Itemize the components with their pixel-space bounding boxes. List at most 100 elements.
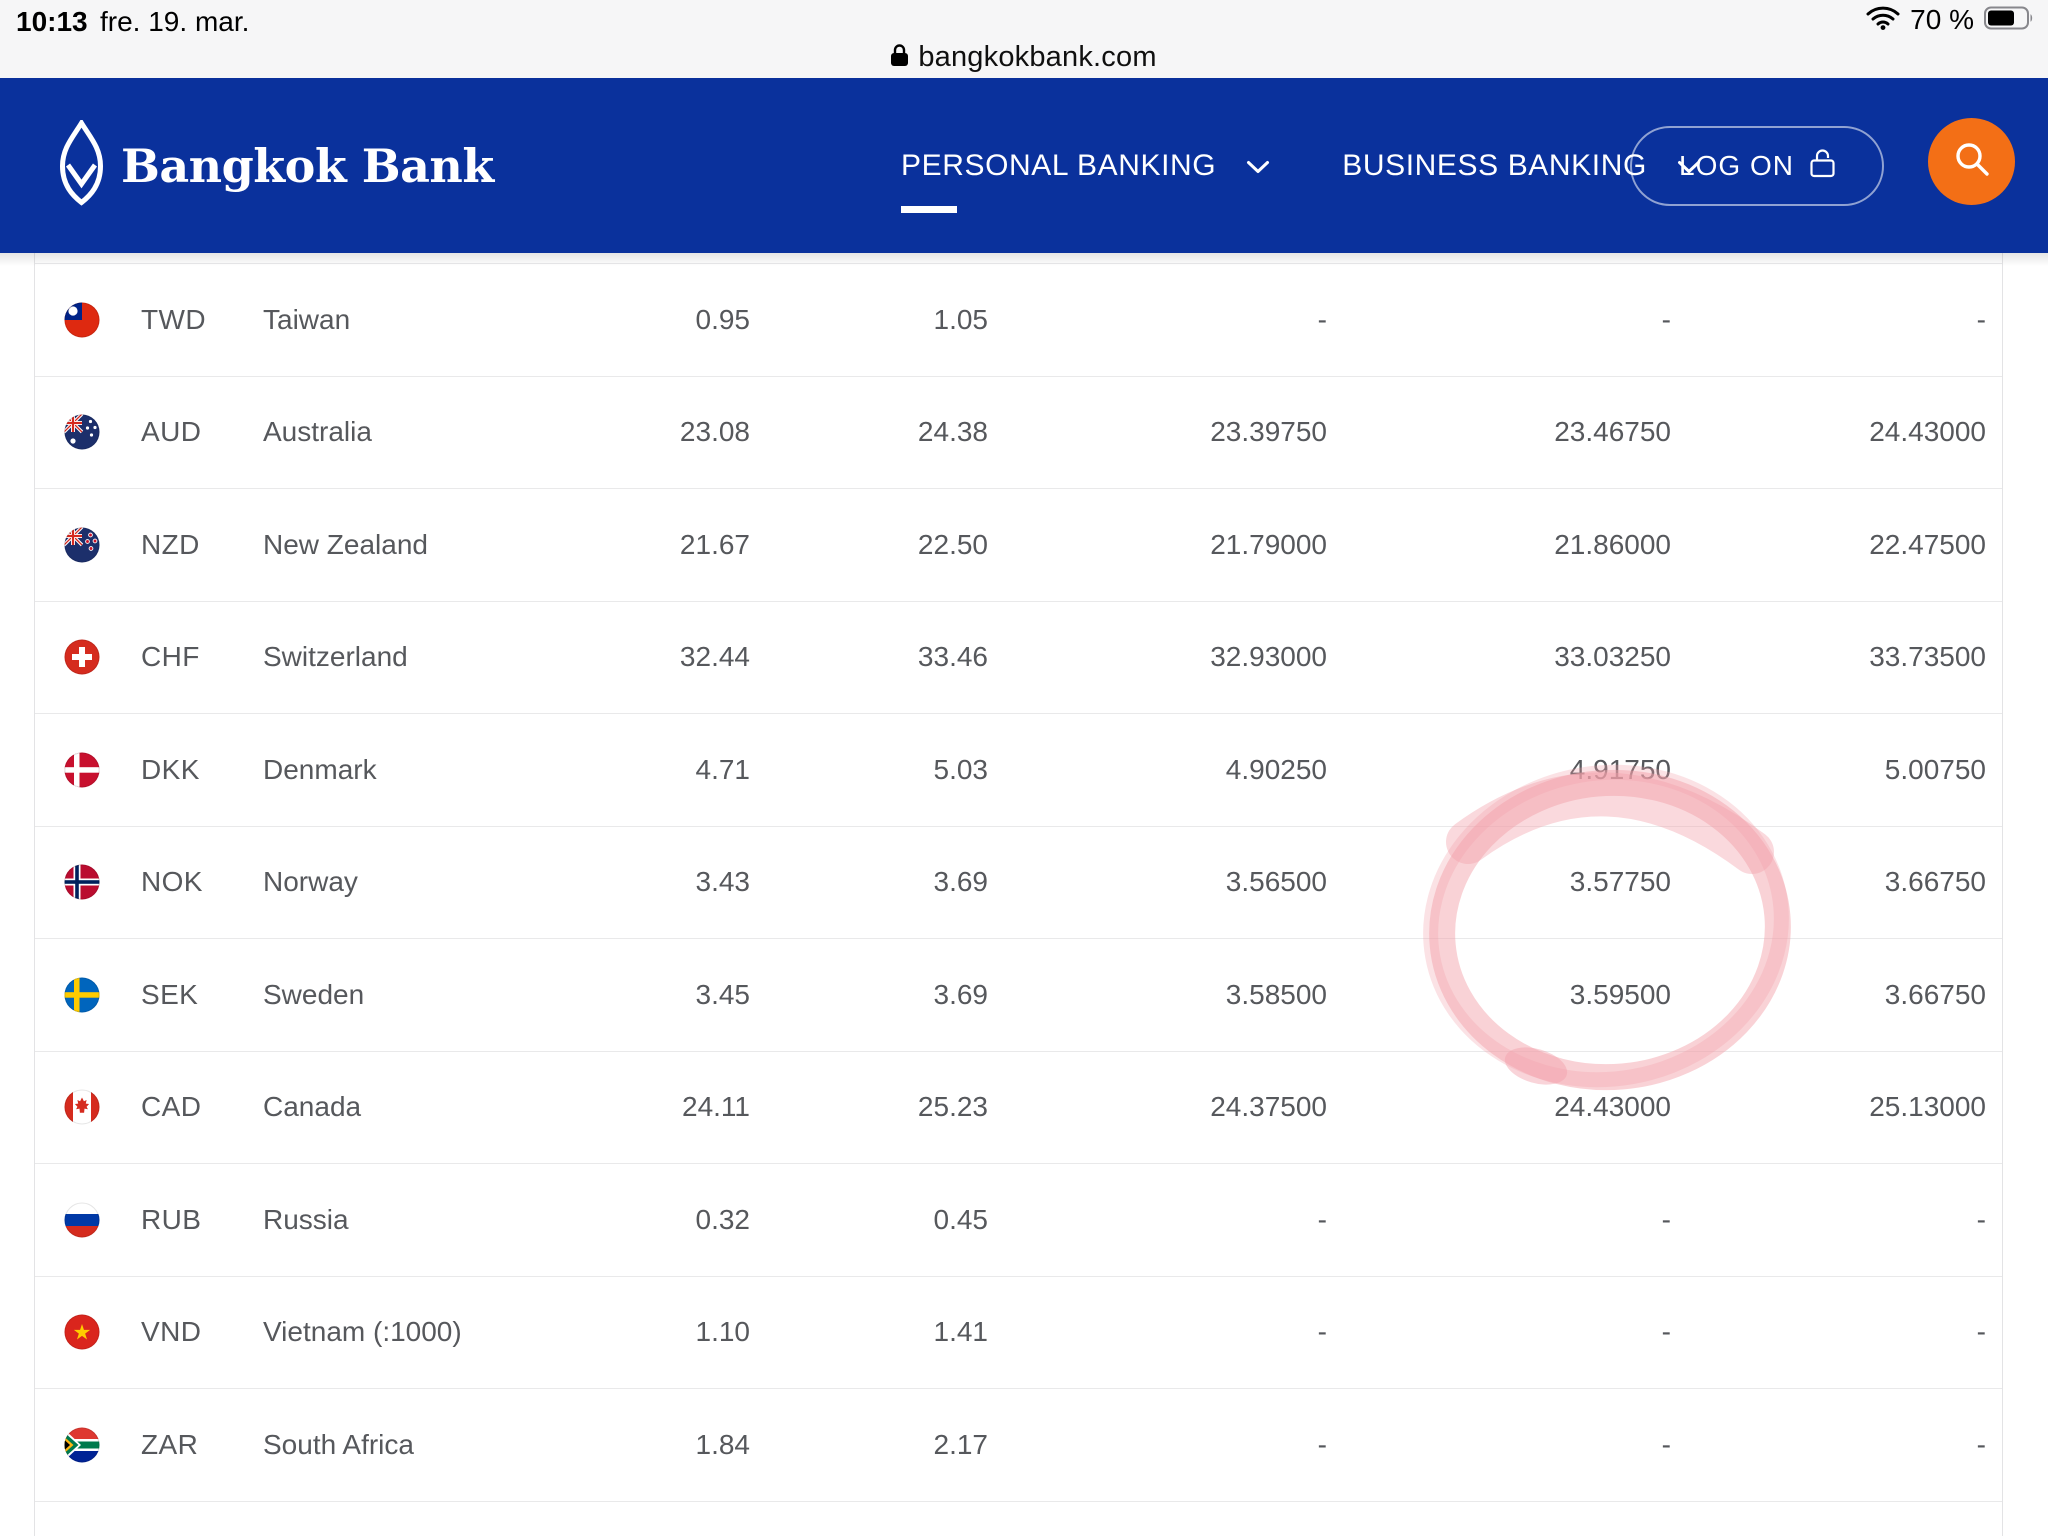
- rate-value-2: 2.17: [933, 1428, 989, 1460]
- rate-value-3: 24.37500: [1210, 1091, 1327, 1123]
- main-nav: PERSONAL BANKING BUSINESS BANKING: [901, 78, 1701, 253]
- url-bar[interactable]: bangkokbank.com: [0, 36, 2048, 78]
- search-icon: [1952, 139, 1992, 184]
- rate-value-4: 3.57750: [1569, 866, 1671, 898]
- wifi-icon: [1866, 5, 1900, 36]
- nav-label: PERSONAL BANKING: [901, 148, 1217, 182]
- rate-value-1: 21.67: [679, 528, 750, 560]
- rate-value-4: -: [1661, 1203, 1671, 1235]
- rate-value-4: -: [1661, 303, 1671, 335]
- flag-denmark-icon: [64, 752, 141, 788]
- lock-outline-icon: [1810, 148, 1835, 185]
- table-row: ZAR South Africa 1.84 2.17 - - -: [35, 1389, 2002, 1502]
- rate-value-1: 0.32: [695, 1203, 751, 1235]
- rate-value-1: 1.10: [695, 1316, 751, 1348]
- rate-value-3: -: [1317, 303, 1327, 335]
- log-on-button[interactable]: LOG ON: [1630, 126, 1884, 206]
- table-row: NOK Norway 3.43 3.69 3.56500 3.57750 3.6…: [35, 827, 2002, 939]
- currency-code: DKK: [141, 753, 200, 785]
- flag-vietnam-icon: [64, 1314, 141, 1350]
- chevron-down-icon: [1677, 146, 1701, 186]
- rate-value-5: 3.66750: [1884, 866, 1986, 898]
- flag-russia-icon: [64, 1202, 141, 1238]
- clock: 10:13: [16, 6, 88, 37]
- flag-taiwan-icon: [64, 302, 141, 338]
- currency-code: CAD: [141, 1091, 202, 1123]
- flag-canada-icon: [64, 1089, 141, 1125]
- nav-business-banking[interactable]: BUSINESS BANKING: [1342, 146, 1701, 186]
- currency-code: TWD: [141, 303, 206, 335]
- country-name: Norway: [263, 866, 358, 898]
- rate-value-5: 24.43000: [1869, 416, 1986, 448]
- rate-value-1: 1.84: [695, 1428, 751, 1460]
- table-row: NZD New Zealand 21.67 22.50 21.79000 21.…: [35, 489, 2002, 602]
- table-row: VND Vietnam (:1000) 1.10 1.41 - - -: [35, 1277, 2002, 1389]
- rate-value-4: -: [1661, 1316, 1671, 1348]
- rate-value-4: 3.59500: [1569, 978, 1671, 1010]
- rate-value-2: 3.69: [933, 978, 989, 1010]
- site-header: Bangkok Bank PERSONAL BANKING BUSINESS B…: [0, 78, 2048, 253]
- rate-value-1: 23.08: [679, 416, 750, 448]
- rate-value-2: 1.05: [933, 303, 989, 335]
- rate-value-5: 33.73500: [1869, 641, 1986, 673]
- clipped-row-remnant: [35, 253, 2002, 264]
- date: fre. 19. mar.: [100, 6, 250, 37]
- rate-value-1: 3.45: [695, 978, 751, 1010]
- chevron-down-icon: [1246, 146, 1270, 186]
- rate-value-5: -: [1976, 1316, 1986, 1348]
- flag-south-africa-icon: [64, 1427, 141, 1463]
- currency-code: VND: [141, 1316, 202, 1348]
- rate-value-2: 3.69: [933, 866, 989, 898]
- country-name: Switzerland: [263, 641, 408, 673]
- rate-value-1: 4.71: [695, 753, 751, 785]
- rate-value-5: -: [1976, 303, 1986, 335]
- rate-value-5: 3.66750: [1884, 978, 1986, 1010]
- rate-value-3: 32.93000: [1210, 641, 1327, 673]
- status-bar: 10:13 fre. 19. mar. 70 % bangkokbank.com: [0, 0, 2048, 78]
- rate-value-2: 5.03: [933, 753, 989, 785]
- currency-code: SEK: [141, 978, 199, 1010]
- country-name: New Zealand: [263, 528, 428, 560]
- country-name: Taiwan: [263, 303, 351, 335]
- rate-value-3: 3.56500: [1225, 866, 1327, 898]
- country-name: Sweden: [263, 978, 365, 1010]
- currency-code: AUD: [141, 416, 202, 448]
- rate-value-4: 24.43000: [1554, 1091, 1671, 1123]
- bangkok-bank-logo[interactable]: Bangkok Bank: [58, 78, 494, 253]
- flag-new-zealand-icon: [64, 527, 141, 563]
- search-button[interactable]: [1928, 118, 2015, 205]
- rate-value-2: 24.38: [917, 416, 988, 448]
- flag-australia-icon: [64, 414, 141, 450]
- rate-value-3: 21.79000: [1210, 528, 1327, 560]
- currency-code: CHF: [141, 641, 200, 673]
- rate-value-1: 3.43: [695, 866, 751, 898]
- rate-value-4: 23.46750: [1554, 416, 1671, 448]
- log-on-label: LOG ON: [1679, 150, 1794, 181]
- flag-sweden-icon: [64, 977, 141, 1013]
- table-row: TWD Taiwan 0.95 1.05 - - -: [35, 264, 2002, 377]
- currency-code: NOK: [141, 866, 203, 898]
- exchange-rates-table: TWD Taiwan 0.95 1.05 - - - AUD Australia…: [34, 253, 2003, 1536]
- rate-value-4: 21.86000: [1554, 528, 1671, 560]
- flag-switzerland-icon: [64, 639, 141, 675]
- rate-value-3: 4.90250: [1225, 753, 1327, 785]
- url-text: bangkokbank.com: [918, 40, 1157, 73]
- table-row: CAD Canada 24.11 25.23 24.37500 24.43000…: [35, 1052, 2002, 1164]
- rate-value-3: -: [1317, 1203, 1327, 1235]
- rate-value-4: -: [1661, 1428, 1671, 1460]
- lotus-logo-icon: [58, 118, 105, 211]
- rate-value-3: -: [1317, 1428, 1327, 1460]
- nav-personal-banking[interactable]: PERSONAL BANKING: [901, 146, 1270, 213]
- rate-value-2: 0.45: [933, 1203, 989, 1235]
- currency-code: NZD: [141, 528, 200, 560]
- table-row: RUB Russia 0.32 0.45 - - -: [35, 1164, 2002, 1277]
- battery-icon: [1984, 6, 2034, 35]
- country-name: Vietnam (:1000): [263, 1316, 462, 1348]
- rate-value-2: 25.23: [917, 1091, 988, 1123]
- rate-value-4: 4.91750: [1569, 753, 1671, 785]
- table-row: CHF Switzerland 32.44 33.46 32.93000 33.…: [35, 602, 2002, 714]
- rate-value-1: 32.44: [679, 641, 750, 673]
- lock-icon: [891, 43, 909, 72]
- rate-value-3: -: [1317, 1316, 1327, 1348]
